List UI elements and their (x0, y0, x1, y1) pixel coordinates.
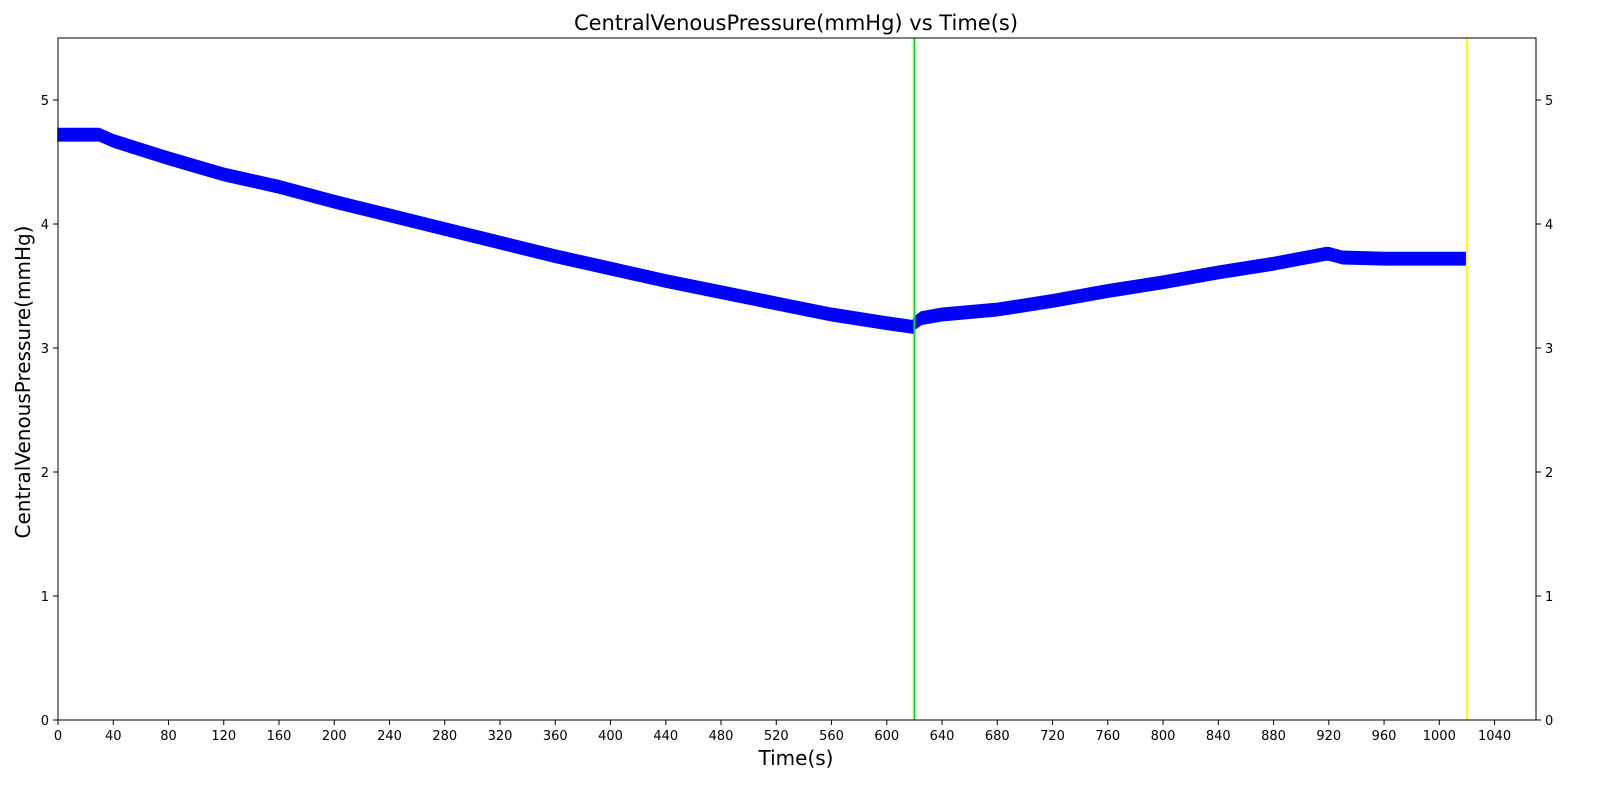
x-tick-label: 280 (432, 729, 457, 744)
y-tick-label: 0 (41, 714, 49, 729)
x-tick-label: 880 (1261, 729, 1286, 744)
x-axis: 0 40 80 120 160 200 240 280 320 360 400 440 480 520 56… (54, 720, 1511, 744)
y-tick-label: 5 (41, 94, 49, 109)
x-tick-label: 240 (377, 729, 402, 744)
x-tick-label: 80 (160, 729, 177, 744)
y-axis: 0 1 2 3 4 5 (41, 94, 58, 729)
y-right-tick-label: 0 (1545, 714, 1553, 729)
x-tick-label: 840 (1206, 729, 1231, 744)
chart-title: CentralVenousPressure(mmHg) vs Time(s) (574, 11, 1018, 35)
x-tick-label: 200 (322, 729, 347, 744)
y-tick-label: 2 (41, 466, 49, 481)
y-right-tick-label: 4 (1545, 218, 1553, 233)
x-tick-label: 920 (1316, 729, 1341, 744)
y-axis-right: 0 1 2 3 4 5 (1536, 94, 1553, 729)
y-right-tick-label: 1 (1545, 590, 1553, 605)
x-tick-label: 440 (653, 729, 678, 744)
x-tick-label: 680 (985, 729, 1010, 744)
x-tick-label: 160 (267, 729, 292, 744)
plot-area (57, 38, 1468, 720)
x-tick-label: 480 (709, 729, 734, 744)
y-tick-label: 1 (41, 590, 49, 605)
x-tick-label: 960 (1372, 729, 1397, 744)
x-tick-label: 320 (488, 729, 513, 744)
plot-frame (57, 37, 1537, 721)
x-axis-label: Time(s) (758, 746, 834, 770)
x-tick-label: 560 (819, 729, 844, 744)
y-axis-label: CentralVenousPressure(mmHg) (11, 226, 35, 539)
x-tick-label: 640 (930, 729, 955, 744)
y-tick-label: 3 (41, 342, 49, 357)
y-right-tick-label: 2 (1545, 466, 1553, 481)
y-right-tick-label: 5 (1545, 94, 1553, 109)
x-tick-label: 400 (598, 729, 623, 744)
x-tick-label: 120 (211, 729, 236, 744)
x-tick-label: 1040 (1478, 729, 1511, 744)
x-tick-label: 800 (1151, 729, 1176, 744)
x-tick-label: 1000 (1423, 729, 1456, 744)
x-tick-label: 600 (874, 729, 899, 744)
x-tick-label: 360 (543, 729, 568, 744)
x-tick-label: 520 (764, 729, 789, 744)
y-right-tick-label: 3 (1545, 342, 1553, 357)
x-tick-label: 0 (54, 729, 62, 744)
x-tick-label: 720 (1040, 729, 1065, 744)
x-tick-label: 40 (105, 729, 122, 744)
x-tick-label: 760 (1095, 729, 1120, 744)
y-tick-label: 4 (41, 218, 49, 233)
